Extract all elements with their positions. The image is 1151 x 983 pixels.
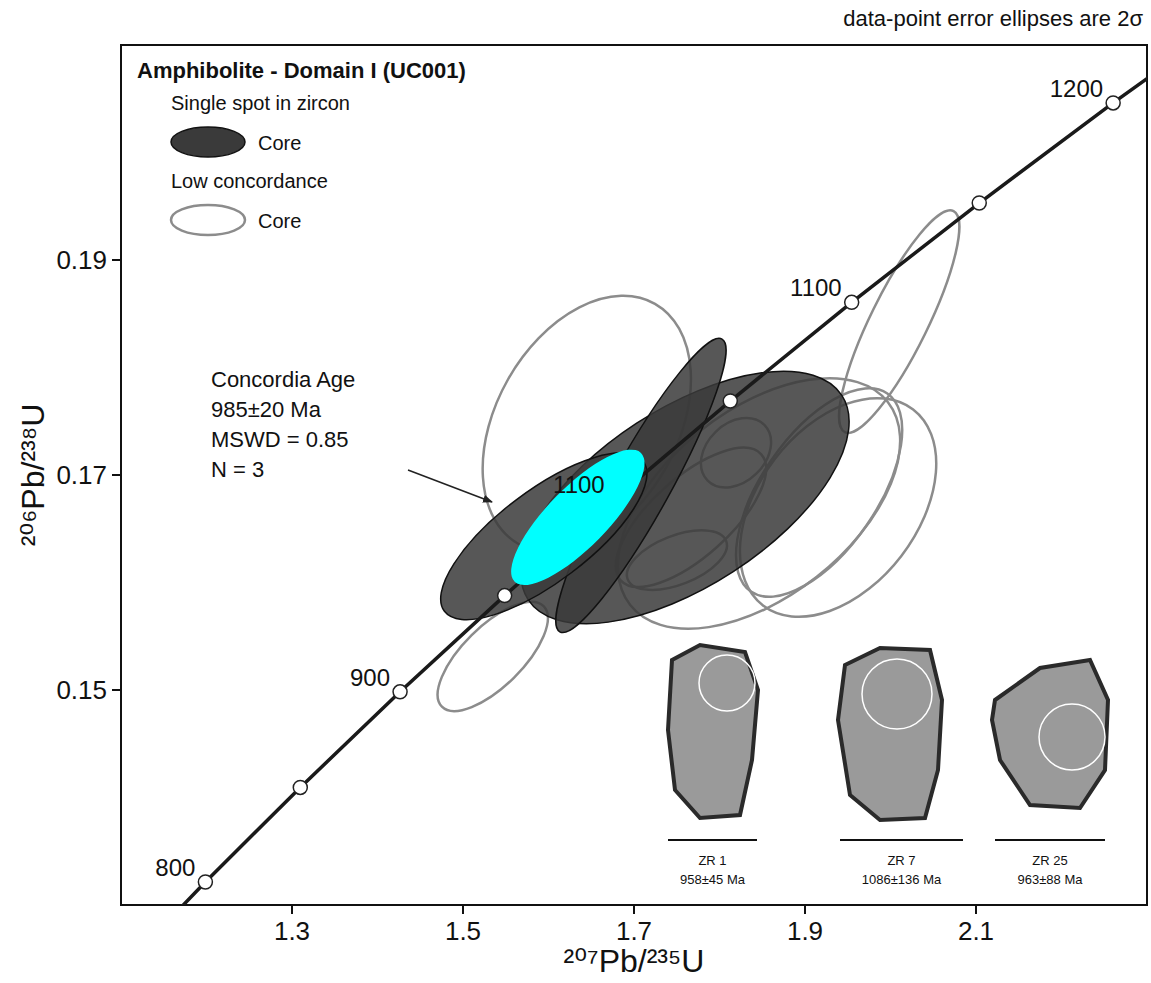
zircon-grain: ZR 7 1086±136 Ma bbox=[838, 648, 963, 887]
spot bbox=[862, 659, 932, 729]
age-marker bbox=[845, 295, 859, 309]
age-label: 1200 bbox=[1050, 75, 1103, 102]
age-marker bbox=[972, 196, 986, 210]
grain-image bbox=[838, 648, 942, 820]
x-tick-label: 2.1 bbox=[958, 916, 994, 946]
y-axis-title: ²⁰⁶Pb/²³⁸U bbox=[15, 404, 51, 547]
x-tick-label: 1.3 bbox=[274, 916, 310, 946]
annotation: 985±20 Ma bbox=[211, 397, 322, 422]
note: data-point error ellipses are 2σ bbox=[843, 6, 1143, 31]
age-label: 900 bbox=[350, 664, 390, 691]
legend-group: Low concordance bbox=[171, 170, 328, 192]
grain-image bbox=[668, 645, 758, 818]
concordia-age-ellipse bbox=[493, 432, 662, 603]
grain-label: ZR 1 bbox=[698, 853, 726, 868]
legend-group: Single spot in zircon bbox=[171, 92, 350, 114]
x-tick bbox=[975, 905, 977, 914]
annotation: N = 3 bbox=[211, 457, 264, 482]
y-tick-label: 0.17 bbox=[56, 460, 107, 490]
x-tick-label: 1.5 bbox=[445, 916, 481, 946]
y-tick bbox=[112, 689, 121, 691]
x-tick-label: 1.7 bbox=[616, 916, 652, 946]
y-tick bbox=[112, 474, 121, 476]
legend-label: Core bbox=[258, 210, 301, 232]
age-marker bbox=[198, 875, 212, 889]
title: Amphibolite - Domain I (UC001) bbox=[137, 58, 466, 83]
grain-age: 1086±136 Ma bbox=[862, 872, 942, 887]
x-axis-title: ²⁰⁷Pb/²³⁵U bbox=[564, 943, 705, 979]
y-tick-label: 0.19 bbox=[56, 245, 107, 275]
x-tick bbox=[291, 905, 293, 914]
chart: data-point error ellipses are 2σ 0.15 0.17… bbox=[0, 0, 1151, 983]
age-marker bbox=[393, 685, 407, 699]
legend-label: Core bbox=[258, 132, 301, 154]
grain-age: 963±88 Ma bbox=[1018, 872, 1084, 887]
spot bbox=[699, 655, 755, 711]
zircon-grain: ZR 25 963±88 Ma bbox=[992, 660, 1108, 887]
grain-label: ZR 7 bbox=[887, 853, 915, 868]
scale-bar bbox=[840, 839, 963, 841]
age-marker bbox=[293, 780, 307, 794]
x-tick bbox=[462, 905, 464, 914]
scale-bar bbox=[668, 839, 757, 841]
age-label: 1100 bbox=[790, 274, 842, 301]
plot-frame bbox=[121, 45, 1147, 905]
annotation: Concordia Age bbox=[211, 367, 355, 392]
zircon-grain: ZR 1 958±45 Ma bbox=[668, 645, 758, 887]
scale-bar bbox=[995, 839, 1105, 841]
concordia-curve bbox=[121, 45, 1147, 905]
age-label: 1100 bbox=[553, 471, 605, 498]
grain-age: 958±45 Ma bbox=[680, 872, 746, 887]
y-tick bbox=[112, 259, 121, 261]
age-label: 800 bbox=[155, 854, 195, 881]
grain-label: ZR 25 bbox=[1032, 853, 1067, 868]
annotation-arrow bbox=[408, 470, 492, 502]
error-ellipse bbox=[417, 425, 671, 648]
legend-symbol bbox=[171, 127, 245, 157]
x-tick bbox=[633, 905, 635, 914]
grain-image bbox=[992, 660, 1108, 808]
x-tick bbox=[804, 905, 806, 914]
spot bbox=[1039, 704, 1105, 770]
annotation: MSWD = 0.85 bbox=[211, 427, 349, 452]
age-marker bbox=[498, 589, 512, 603]
age-marker bbox=[723, 394, 737, 408]
plot-area bbox=[121, 45, 1147, 905]
x-tick-label: 1.9 bbox=[787, 916, 823, 946]
y-tick-label: 0.15 bbox=[56, 675, 107, 705]
age-marker bbox=[1106, 96, 1120, 110]
legend-symbol bbox=[171, 205, 245, 235]
